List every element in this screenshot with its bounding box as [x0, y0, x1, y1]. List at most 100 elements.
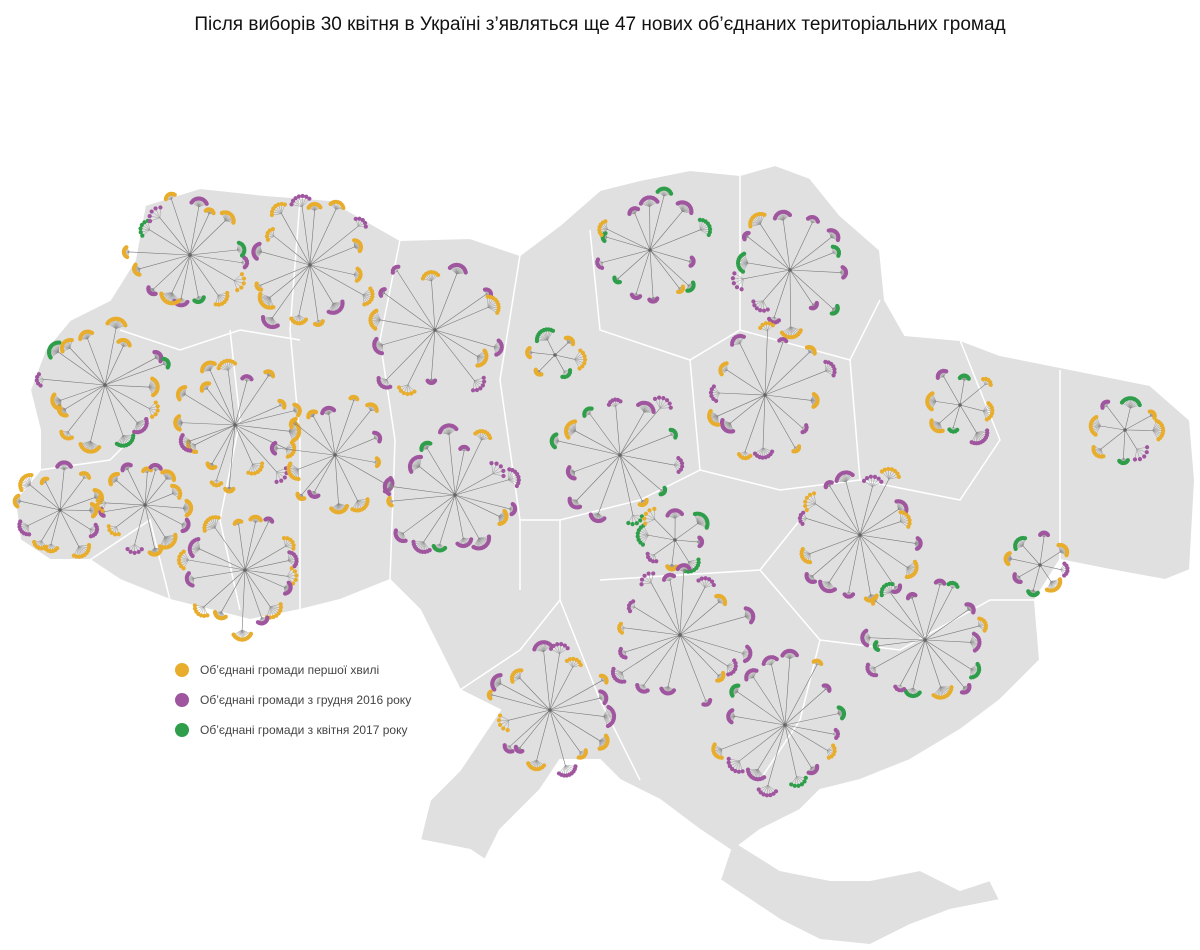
- hromada-node: [652, 395, 673, 410]
- cluster-spoke: [764, 352, 810, 396]
- cluster-spoke: [879, 639, 926, 646]
- cluster-cherkasy: [549, 395, 685, 527]
- hromada-node: [823, 359, 837, 378]
- cluster-spoke: [762, 269, 791, 302]
- hromada-node: [898, 510, 912, 529]
- cluster-spoke: [619, 454, 634, 516]
- cluster-spoke: [434, 329, 475, 381]
- cluster-spoke: [189, 254, 235, 281]
- hromada-node: [88, 522, 100, 539]
- cluster-spoke: [116, 480, 146, 506]
- cluster-spoke: [144, 478, 167, 506]
- hromada-node: [431, 543, 448, 553]
- cluster-spoke: [649, 249, 654, 298]
- hromada-node: [396, 384, 417, 397]
- cluster-spoke: [427, 448, 456, 496]
- cluster-spoke: [309, 226, 359, 266]
- hromada-node: [800, 423, 809, 435]
- cluster-spoke: [1039, 537, 1045, 566]
- cluster-spoke: [500, 683, 551, 711]
- hromada-node: [59, 429, 75, 441]
- hromada-node: [223, 486, 236, 494]
- hromada-node: [603, 704, 617, 729]
- hromada-node: [513, 744, 525, 754]
- cluster-spoke: [549, 698, 600, 711]
- cluster-spoke: [144, 504, 155, 548]
- cluster-chernihiv: [595, 186, 713, 304]
- cluster-spoke: [924, 625, 979, 641]
- hromada-node: [685, 280, 696, 293]
- hromada-node: [870, 595, 878, 606]
- cluster-spoke: [419, 466, 456, 496]
- hromada-node: [148, 400, 160, 419]
- cluster-spoke: [403, 494, 456, 534]
- cluster-spoke: [104, 384, 124, 436]
- hromada-node: [182, 498, 194, 518]
- hromada-node: [567, 496, 583, 510]
- cluster-spoke: [812, 534, 861, 576]
- hromada-node: [289, 193, 312, 208]
- cluster-spoke: [273, 235, 311, 266]
- cluster-spoke: [188, 559, 246, 571]
- hromada-node: [929, 418, 945, 434]
- hromada-node: [761, 655, 779, 667]
- cluster-spoke: [434, 329, 478, 357]
- cluster-spoke: [618, 249, 651, 279]
- cluster-spoke: [924, 588, 953, 641]
- hromada-node: [752, 447, 775, 460]
- hromada-node: [353, 266, 363, 283]
- cluster-spoke: [423, 494, 456, 542]
- hromada-node: [804, 344, 817, 356]
- cluster-spoke: [448, 434, 456, 496]
- cluster-spoke: [737, 691, 786, 726]
- hromada-node: [231, 629, 254, 642]
- cluster-spoke: [959, 404, 977, 433]
- hromada-node: [1026, 589, 1040, 598]
- hromada-node: [696, 576, 716, 588]
- cluster-spoke: [298, 264, 311, 316]
- hromada-node: [146, 285, 158, 297]
- hromada-node: [120, 462, 133, 473]
- hromada-node: [365, 402, 379, 413]
- cluster-spoke: [59, 470, 65, 511]
- hromada-node: [842, 591, 856, 599]
- cluster-spoke: [679, 634, 743, 654]
- cluster-spoke: [189, 254, 242, 263]
- hromada-node: [789, 775, 808, 788]
- cluster-spoke: [602, 249, 651, 263]
- legend-item-first-wave: Об’єднані громади першої хвилі: [175, 655, 411, 685]
- cluster-spoke: [764, 370, 826, 396]
- cluster-spoke: [144, 504, 166, 537]
- hromada-node: [931, 685, 954, 700]
- cluster-spoke: [269, 264, 311, 298]
- cluster-spoke: [619, 454, 675, 466]
- cluster-spoke: [65, 384, 106, 410]
- hromada-node: [236, 240, 247, 258]
- legend-swatch-green: [175, 723, 189, 737]
- hromada-node: [17, 519, 32, 537]
- hromada-node: [872, 640, 881, 652]
- cluster-spoke: [784, 724, 797, 777]
- cluster-spoke: [334, 438, 375, 456]
- cluster-hub: [453, 493, 457, 497]
- cluster-spoke: [144, 472, 148, 506]
- hromada-node: [489, 460, 506, 479]
- hromada-node: [287, 550, 299, 569]
- cluster-spoke: [784, 724, 834, 735]
- cluster-spoke: [50, 509, 61, 544]
- cluster-spoke: [549, 709, 600, 741]
- cluster-spoke: [60, 384, 106, 401]
- cluster-spoke: [536, 709, 551, 761]
- hromada-node: [160, 469, 177, 483]
- cluster-hub: [243, 568, 247, 572]
- cluster-spoke: [674, 523, 698, 541]
- hromada-node: [947, 426, 960, 434]
- cluster-spoke: [519, 678, 551, 711]
- cluster-zaporizhzhia: [860, 578, 989, 700]
- cluster-spoke: [634, 607, 681, 636]
- legend-item-dec-2016: Об’єднані громади з грудня 2016 року: [175, 685, 411, 715]
- cluster-spoke: [784, 689, 826, 726]
- hromada-node: [673, 455, 685, 474]
- cluster-rivne: [251, 193, 375, 330]
- cluster-spoke: [789, 269, 792, 327]
